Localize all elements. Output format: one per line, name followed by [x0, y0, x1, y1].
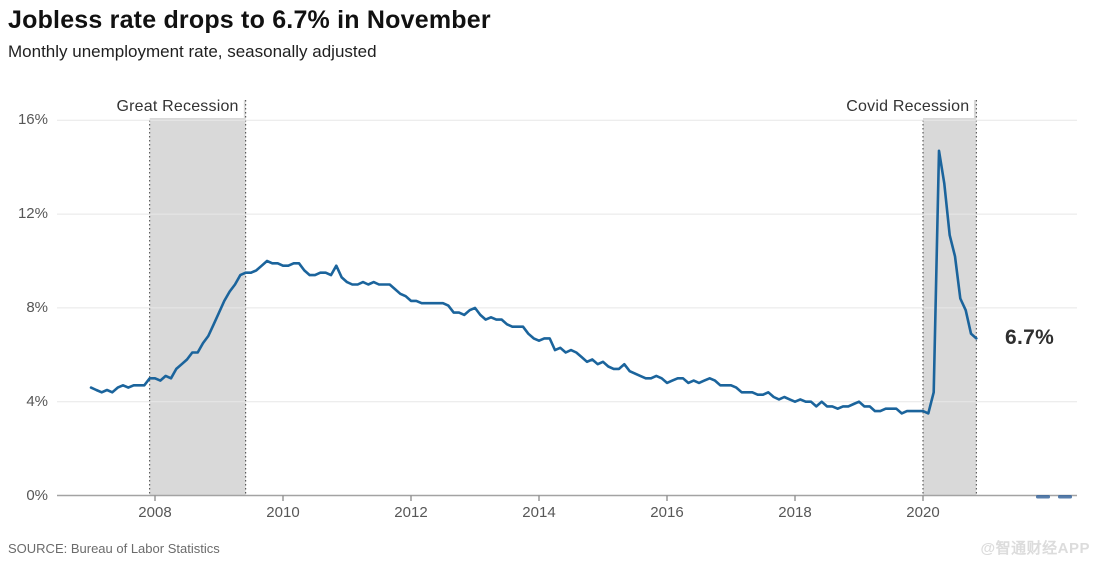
band-great-recession	[149, 100, 246, 496]
y-axis-label: 16%	[17, 111, 48, 129]
stray-blue-dashes	[1036, 495, 1072, 499]
y-axis-label: 8%	[26, 298, 48, 316]
x-axis-label: 2008	[138, 504, 172, 521]
y-axis-label: 4%	[26, 392, 48, 410]
recession-bands	[149, 100, 977, 496]
recession-band-label: Covid Recession	[841, 97, 975, 118]
x-axis-label: 2016	[650, 504, 684, 521]
band-covid-recession	[922, 100, 977, 496]
y-axis-label: 12%	[17, 205, 48, 223]
x-axis-label: 2012	[394, 504, 428, 521]
gridlines	[57, 119, 1077, 403]
x-axis-label: 2018	[778, 504, 812, 521]
stray-dash	[1058, 495, 1072, 499]
source-note: SOURCE: Bureau of Labor Statistics	[8, 541, 220, 556]
value-annotation: 6.7%	[1005, 326, 1055, 349]
x-axis-label: 2014	[522, 504, 556, 521]
chart-subtitle: Monthly unemployment rate, seasonally ad…	[8, 42, 377, 61]
x-axis-label: 2020	[906, 504, 940, 521]
watermark: @智通财经APP	[980, 540, 1090, 557]
x-axis	[57, 494, 1077, 501]
unemployment-line	[89, 149, 978, 415]
stray-dash	[1036, 495, 1050, 499]
recession-band-label: Great Recession	[111, 97, 244, 118]
x-axis-label: 2010	[266, 504, 300, 521]
line-series	[89, 149, 978, 415]
chart-title: Jobless rate drops to 6.7% in November	[8, 6, 491, 34]
y-axis-label: 0%	[26, 486, 48, 504]
